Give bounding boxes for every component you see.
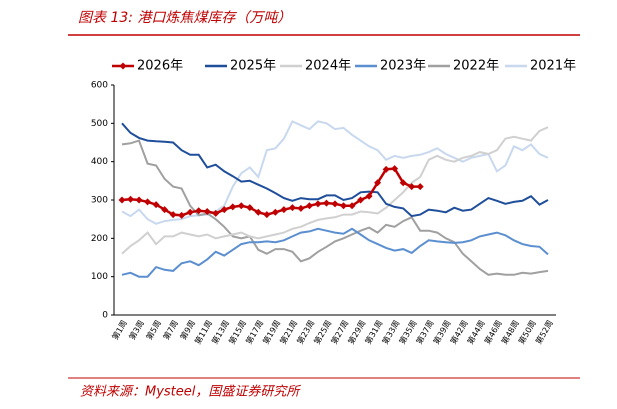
marker: [246, 204, 254, 212]
marker: [348, 202, 356, 210]
source: 资料来源：Mysteel，国盛证券研究所: [80, 384, 301, 400]
marker: [297, 204, 305, 212]
marker: [127, 195, 135, 203]
marker: [220, 206, 228, 214]
y-tick-label: 0: [102, 311, 108, 321]
marker: [161, 206, 169, 214]
series-line: [121, 227, 549, 278]
marker: [322, 199, 330, 207]
marker: [254, 208, 262, 216]
x-tick-label: 第52周: [533, 318, 555, 346]
x-tick-label: 第7周: [161, 318, 180, 341]
x-tick-label: 第5周: [144, 318, 163, 341]
marker: [135, 196, 143, 204]
marker: [314, 200, 322, 208]
marker: [237, 202, 245, 210]
y-tick-label: 500: [91, 119, 108, 129]
marker: [271, 208, 279, 216]
legend-label: 2022年: [453, 59, 499, 74]
marker: [280, 206, 288, 214]
marker: [212, 209, 220, 217]
marker: [374, 179, 382, 187]
marker: [195, 207, 203, 215]
chart-title: 图表 13: 港口炼焦煤库存（万吨）: [78, 10, 291, 26]
legend-label: 2023年: [380, 59, 426, 74]
marker: [144, 198, 152, 206]
marker: [263, 211, 271, 219]
legend-label: 2026年: [137, 59, 183, 74]
marker: [186, 208, 194, 216]
series-line: [121, 122, 549, 218]
marker: [152, 201, 160, 209]
x-tick-label: 第3周: [127, 318, 146, 341]
marker: [365, 192, 373, 200]
marker: [408, 183, 416, 191]
y-tick-label: 200: [91, 234, 108, 244]
marker: [340, 202, 348, 210]
marker: [357, 196, 365, 204]
x-tick-label: 第1周: [110, 318, 129, 341]
marker: [391, 165, 399, 173]
legend-label: 2024年: [305, 59, 351, 74]
marker: [118, 196, 126, 204]
marker: [399, 179, 407, 187]
y-tick-label: 300: [91, 196, 108, 206]
y-tick-label: 600: [91, 81, 108, 91]
series-line: [121, 139, 549, 276]
legend-marker: [119, 62, 127, 70]
marker: [178, 211, 186, 219]
y-tick-label: 100: [91, 272, 108, 282]
series-line: [121, 120, 549, 225]
marker: [331, 200, 339, 208]
legend-label: 2025年: [230, 59, 276, 74]
marker: [416, 183, 424, 191]
y-tick-label: 400: [91, 157, 108, 167]
marker: [203, 208, 211, 215]
marker: [305, 202, 313, 210]
marker: [382, 165, 390, 173]
marker: [229, 203, 237, 211]
marker: [169, 211, 177, 219]
marker: [288, 204, 296, 212]
series-line: [121, 126, 549, 255]
legend-label: 2021年: [530, 59, 576, 74]
